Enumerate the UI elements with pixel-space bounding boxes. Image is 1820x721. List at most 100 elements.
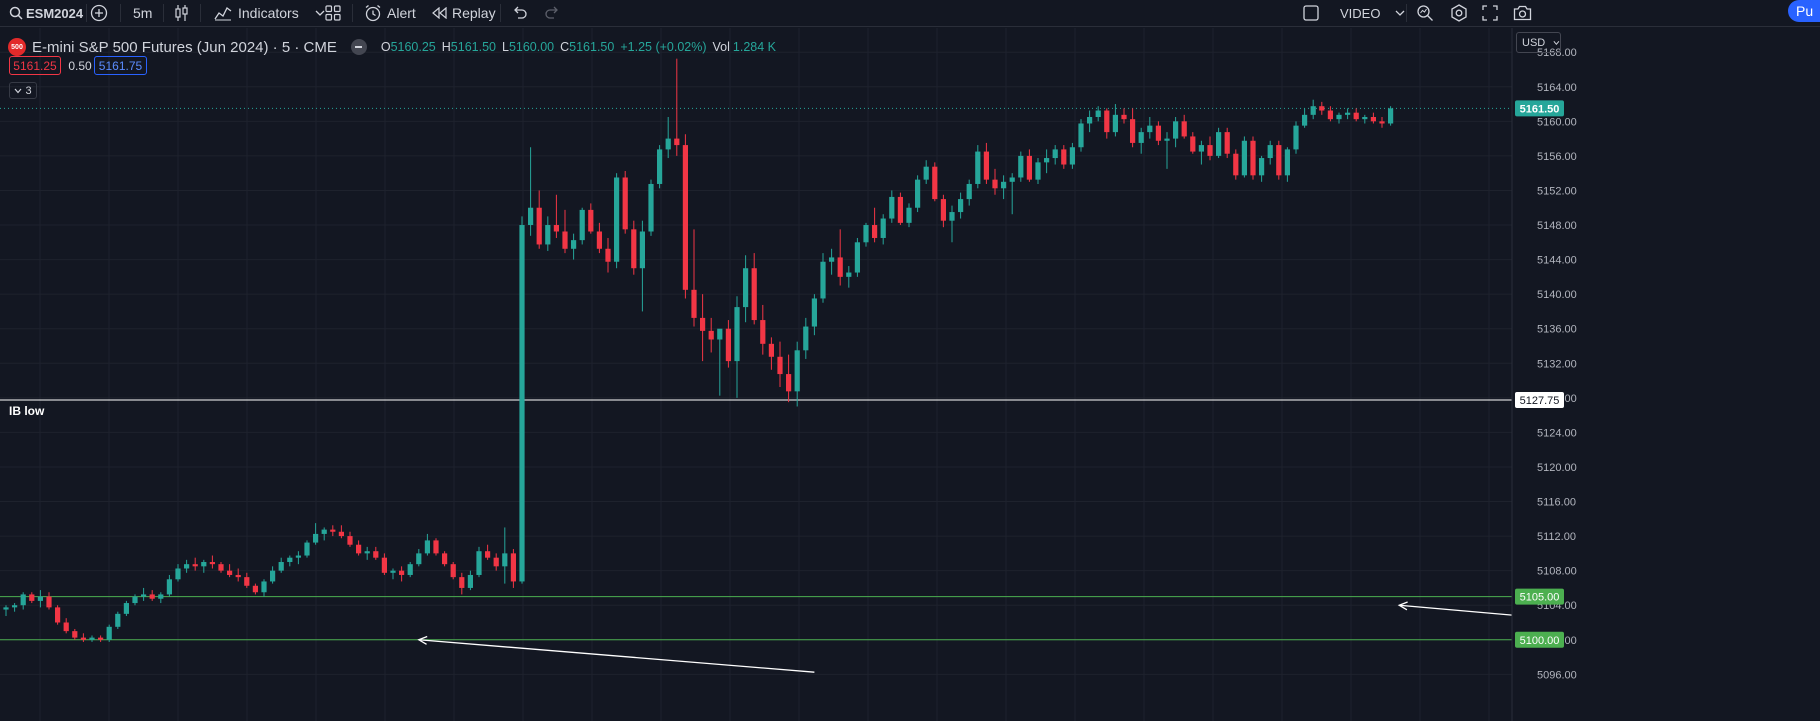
candle-body [1087,117,1093,124]
fullscreen-toggle[interactable] [1303,0,1319,26]
arrow-annotation[interactable] [417,635,815,673]
candle-body [347,536,353,545]
undo-button[interactable] [512,0,528,26]
gear-icon [1451,4,1467,22]
candle-body [270,570,276,582]
level-price-label: 5100.00 [1520,635,1560,647]
publish-button[interactable]: Pu [1788,0,1820,22]
candle [1353,108,1359,122]
candle-body [390,570,396,573]
ohlc-high-key: H [441,40,451,54]
candle [115,611,121,629]
alert-button[interactable]: Alert [364,0,416,26]
arrow-head [417,635,428,645]
quick-search-button[interactable] [1416,0,1434,26]
chevron-down-icon [14,88,22,93]
buy-price-button[interactable]: 5161.75 [94,56,147,75]
last-price-label: 5161.50 [1520,103,1560,115]
alert-label: Alert [387,5,416,21]
candle-body [786,374,792,392]
candle [476,546,482,578]
y-tick-label: 5136.00 [1537,324,1577,336]
collapse-legend-button[interactable] [350,39,367,55]
ohlc-low: L5160.00 [502,40,554,54]
candle [614,173,620,269]
settings-button[interactable] [1450,0,1468,26]
expand-button[interactable] [1482,0,1498,26]
candle [854,237,860,277]
ohlc-high-value: 5161.50 [450,40,496,54]
indicators-toggle[interactable]: 3 [9,82,37,99]
candle-body [536,207,542,245]
candle [794,341,800,407]
candle [98,635,104,642]
candle [485,544,491,560]
candle [1112,104,1118,137]
redo-button[interactable] [544,0,560,26]
chart-type-button[interactable] [174,0,190,26]
candle-body [295,555,301,558]
compare-button[interactable] [90,0,108,26]
candle [252,583,258,595]
candle [1164,132,1170,169]
level-price-label: 5127.75 [1520,395,1560,407]
candle [347,531,353,547]
indicators-button[interactable]: Indicators [214,0,325,26]
candle-body [244,577,250,586]
candle [55,605,61,625]
candle [545,216,551,251]
candle-body [1095,110,1101,118]
y-tick-label: 5160.00 [1537,116,1577,128]
candle [1035,158,1041,184]
candle [1233,149,1239,180]
chevron-down-icon[interactable] [1395,9,1405,17]
candle-body [1069,147,1075,165]
candle-body [1138,132,1144,143]
symbol-search[interactable]: ESM2024 [9,0,83,26]
sell-price-button[interactable]: 5161.25 [9,56,61,75]
y-tick-label: 5148.00 [1537,220,1577,232]
candle-body [12,605,18,608]
candle-body [1310,106,1316,115]
y-tick-label: 5168.00 [1537,47,1577,59]
indicators-icon [214,7,232,21]
candle-body [837,257,843,277]
candle-body [373,551,379,558]
currency-select[interactable]: USD [1516,32,1561,53]
templates-button[interactable] [325,0,341,26]
candle-body [1018,155,1024,178]
ohlc-close-value: 5161.50 [569,40,615,54]
candle-body [3,607,9,610]
replay-button[interactable]: Replay [432,0,496,26]
candle-body [889,196,895,219]
camera-icon [1513,5,1532,21]
candle [244,572,250,588]
candle [123,600,129,617]
candle [562,209,568,254]
candle-body [1353,112,1359,120]
candle-body [872,225,878,238]
candles-icon [175,5,188,21]
candle [872,207,878,243]
candle [932,162,938,202]
candle [192,557,198,571]
candle [1138,127,1144,154]
candle [218,562,224,573]
video-button[interactable]: VIDEO [1340,0,1405,26]
candle [1370,112,1376,124]
price-axis[interactable]: 5096.005100.005104.005108.005112.005116.… [1511,28,1820,721]
redo-icon [545,6,558,19]
candle [166,574,172,597]
candle [295,551,301,565]
snapshot-button[interactable] [1513,0,1532,26]
candle-body [863,225,869,243]
symbol-title[interactable]: E-mini S&P 500 Futures (Jun 2024) · 5 · … [32,38,337,56]
chevron-down-icon[interactable] [315,9,325,17]
price-levels: IB low [0,107,1512,641]
candle-body [20,594,26,606]
candle-body [1173,121,1179,139]
candle [12,603,18,612]
interval-button[interactable]: 5m [133,0,152,26]
ohlc-low-value: 5160.00 [508,40,555,54]
